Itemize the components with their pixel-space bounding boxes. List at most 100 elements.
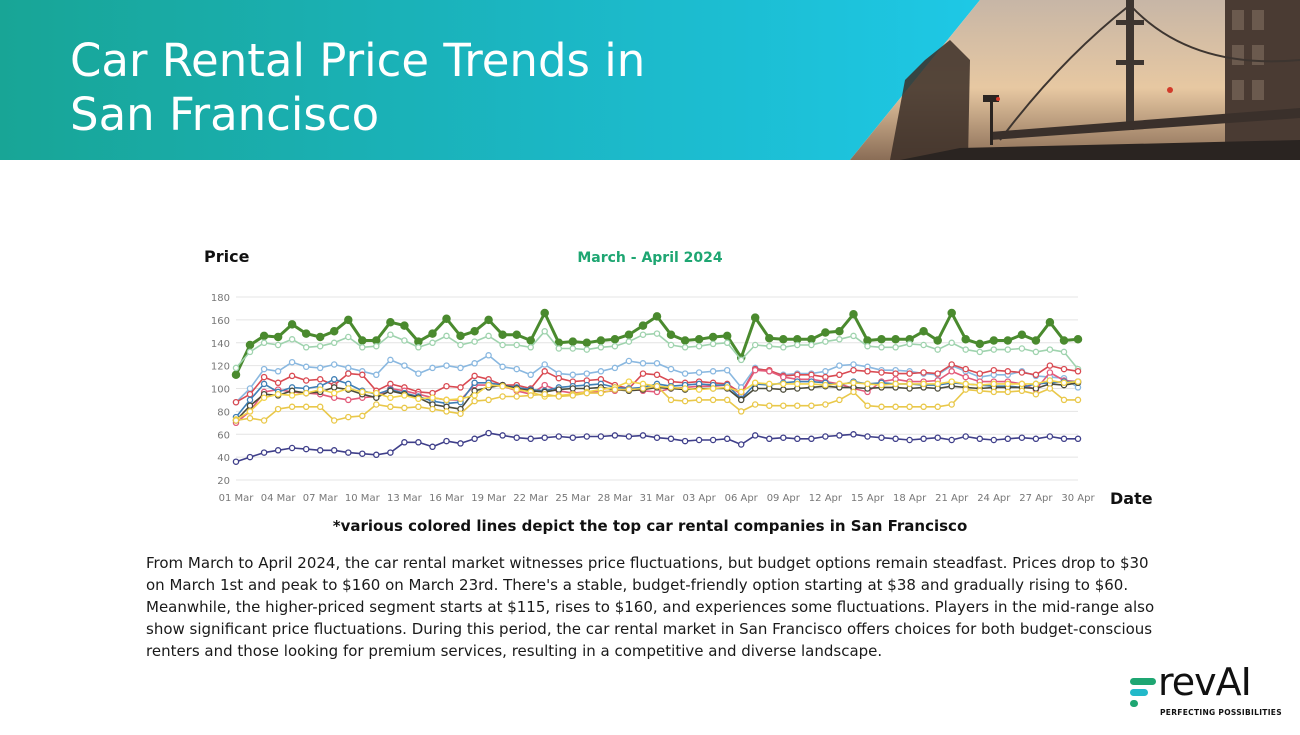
data-point (1074, 378, 1082, 385)
data-point (822, 338, 829, 345)
data-point (990, 366, 998, 374)
data-point (1018, 387, 1026, 395)
data-point (610, 335, 620, 344)
data-point (920, 380, 927, 388)
data-point (345, 370, 352, 377)
x-tick-label: 25 Mar (555, 493, 591, 504)
x-tick-label: 22 Mar (513, 493, 549, 504)
data-point (555, 393, 563, 400)
y-tick-label: 80 (217, 407, 230, 418)
data-point (709, 396, 717, 404)
y-tick-label: 120 (211, 362, 230, 373)
data-point (1004, 380, 1012, 388)
data-point (232, 458, 240, 465)
logo-tagline: PERFECTING POSSIBILITIES (1160, 708, 1282, 717)
y-tick-label: 100 (211, 385, 230, 396)
y-tick-label: 20 (217, 476, 230, 487)
x-tick-label: 27 Apr (1019, 493, 1053, 504)
data-point (780, 344, 787, 351)
data-point (555, 433, 563, 440)
data-point (1060, 348, 1068, 356)
data-point (345, 364, 352, 372)
data-point (541, 368, 548, 375)
data-point (723, 435, 731, 443)
data-point (625, 433, 633, 440)
data-point (652, 312, 662, 321)
data-point (892, 344, 899, 351)
x-tick-label: 12 Apr (809, 493, 843, 504)
data-point (962, 346, 969, 353)
data-point (471, 372, 478, 380)
series-upper-light-green (232, 328, 1082, 373)
data-point (1032, 435, 1040, 443)
data-point (695, 386, 703, 393)
data-point (737, 408, 745, 415)
data-point (429, 405, 436, 413)
data-point (288, 403, 296, 411)
data-point (330, 339, 338, 347)
data-point (667, 396, 675, 404)
data-point (246, 402, 254, 409)
data-point (330, 361, 338, 368)
data-point (387, 394, 394, 401)
x-tick-label: 30 Apr (1061, 493, 1095, 504)
data-point (920, 435, 927, 443)
data-point (667, 435, 675, 443)
title-line-1: Car Rental Price Trends in (70, 34, 646, 87)
data-point (653, 382, 661, 390)
data-point (836, 396, 843, 404)
price-trend-line-chart: Price March - April 2024 Date 20 40 60 80 10… (204, 247, 1153, 508)
data-point (639, 385, 647, 392)
data-point (316, 342, 324, 350)
data-point (611, 432, 619, 439)
data-point (401, 404, 408, 412)
data-point (569, 345, 577, 352)
data-point (428, 329, 437, 338)
data-point (330, 376, 338, 383)
data-point (920, 341, 927, 349)
data-point (1074, 435, 1082, 443)
data-point (246, 453, 254, 461)
data-point (695, 436, 703, 444)
data-point (288, 336, 296, 343)
data-point (457, 364, 464, 372)
data-point (780, 402, 787, 409)
data-point (624, 330, 634, 339)
chart-title: March - April 2024 (577, 250, 723, 266)
data-point (260, 380, 268, 388)
data-point (751, 385, 759, 392)
data-point (948, 339, 955, 347)
data-point (302, 403, 310, 411)
data-point (1004, 368, 1012, 375)
data-point (709, 340, 717, 348)
data-point (555, 345, 563, 352)
data-point (948, 368, 955, 375)
data-point (906, 436, 913, 444)
data-point (850, 332, 857, 340)
data-point (1046, 362, 1054, 369)
data-point (906, 380, 913, 388)
data-point (681, 344, 689, 351)
data-point (850, 379, 857, 387)
data-point (513, 341, 520, 349)
data-point (1032, 348, 1040, 356)
data-point (667, 365, 675, 373)
x-tick-label: 24 Apr (977, 493, 1011, 504)
data-point (359, 371, 366, 379)
data-point (794, 341, 801, 349)
data-point (639, 432, 647, 439)
data-point (316, 447, 324, 454)
data-point (583, 346, 591, 353)
data-point (878, 434, 885, 441)
data-point (877, 335, 886, 344)
data-point (723, 396, 731, 404)
data-point (878, 381, 885, 389)
data-point (471, 360, 478, 367)
data-point (232, 398, 240, 406)
data-point (316, 403, 324, 411)
data-point (934, 380, 941, 388)
data-point (751, 432, 759, 439)
data-point (1018, 345, 1026, 352)
data-point (443, 396, 450, 404)
data-point (962, 365, 969, 373)
